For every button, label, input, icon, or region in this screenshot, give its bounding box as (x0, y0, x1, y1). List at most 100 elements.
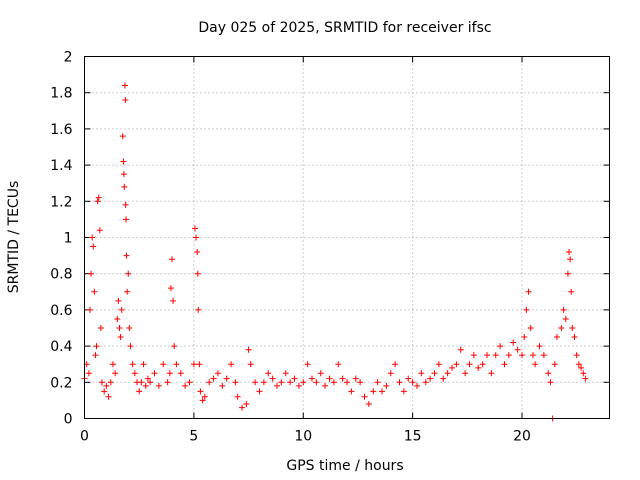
data-point (282, 370, 289, 377)
data-point (488, 370, 495, 377)
data-point (125, 270, 132, 277)
data-point (247, 361, 254, 368)
data-point (151, 370, 158, 377)
data-point (361, 393, 368, 400)
data-point (525, 288, 532, 295)
data-point (96, 227, 103, 234)
data-point (309, 375, 315, 382)
data-point (140, 361, 147, 368)
data-point (160, 361, 167, 368)
data-point (206, 379, 213, 386)
data-point (190, 361, 197, 368)
data-point (571, 334, 578, 341)
data-point (127, 343, 134, 350)
data-point (551, 361, 558, 368)
data-point (339, 375, 346, 382)
data-point (121, 183, 128, 190)
data-point (466, 361, 473, 368)
data-point (196, 361, 203, 368)
data-point (219, 382, 226, 389)
data-point (449, 364, 455, 371)
x-tick-label: 5 (189, 429, 198, 445)
data-point (317, 370, 324, 377)
data-point (400, 388, 407, 395)
data-point (122, 96, 129, 103)
data-point (514, 346, 521, 353)
data-point (121, 82, 128, 89)
data-point (335, 361, 342, 368)
data-point (269, 375, 276, 382)
data-point (379, 388, 385, 395)
data-point (214, 370, 221, 377)
data-point (94, 198, 101, 205)
data-point (252, 379, 259, 386)
data-point (177, 370, 184, 377)
data-point (444, 370, 451, 377)
data-point (295, 382, 302, 389)
data-point (304, 361, 311, 368)
data-point (568, 288, 575, 295)
x-tick-labels: 0 5 10 15 20 (80, 429, 531, 445)
data-point (123, 216, 130, 223)
data-point (564, 270, 571, 277)
data-point (479, 361, 486, 368)
data-point (90, 243, 97, 250)
data-point (274, 382, 280, 389)
x-axis-label: GPS time / hours (286, 458, 403, 474)
data-point (86, 306, 93, 313)
data-point (427, 375, 434, 382)
data-point (136, 388, 143, 395)
data-point (228, 361, 235, 368)
data-point (365, 401, 372, 408)
data-point (582, 375, 589, 382)
data-point (501, 361, 508, 368)
data-point (155, 382, 162, 389)
data-point (95, 194, 102, 201)
plot-frame (84, 56, 610, 419)
data-point (558, 325, 565, 331)
y-tick-label: 1.2 (50, 194, 72, 210)
data-point (527, 325, 534, 331)
data-point (201, 393, 208, 400)
y-tick-labels: 0 0.2 0.4 0.6 0.8 1 1.2 1.4 1.6 1.8 2 (50, 50, 72, 428)
data-point (232, 379, 239, 386)
data-point (560, 306, 567, 313)
y-tick-label: 0.6 (50, 303, 72, 319)
data-point (112, 370, 119, 377)
data-point (191, 225, 198, 232)
data-point (519, 352, 525, 359)
data-point (103, 382, 110, 389)
data-point (265, 370, 272, 377)
data-point (171, 343, 178, 350)
data-point (88, 270, 95, 277)
data-point (409, 379, 416, 386)
y-tick-label: 0.2 (50, 375, 72, 391)
data-point (348, 388, 355, 395)
y-tick-label: 1.4 (50, 158, 72, 174)
data-point (129, 361, 136, 368)
data-point (392, 361, 399, 368)
data-point (256, 388, 263, 395)
data-point (291, 375, 298, 382)
data-point (169, 256, 175, 263)
data-point (239, 404, 245, 411)
data-point (344, 379, 350, 386)
data-point (462, 370, 469, 377)
data-point (540, 352, 547, 359)
data-point (475, 364, 482, 371)
data-point (107, 379, 114, 386)
data-point (164, 379, 171, 386)
data-point (431, 370, 438, 377)
data-point (510, 339, 517, 346)
data-point (374, 379, 381, 386)
data-point (109, 361, 116, 368)
y-tick-label: 2 (64, 50, 73, 66)
data-point (578, 364, 585, 371)
data-point (119, 133, 126, 140)
data-point (138, 379, 145, 386)
data-point (194, 248, 201, 255)
x-tick-label: 20 (513, 429, 531, 445)
data-point (562, 315, 569, 322)
data-point (418, 370, 425, 377)
data-point (182, 382, 189, 389)
